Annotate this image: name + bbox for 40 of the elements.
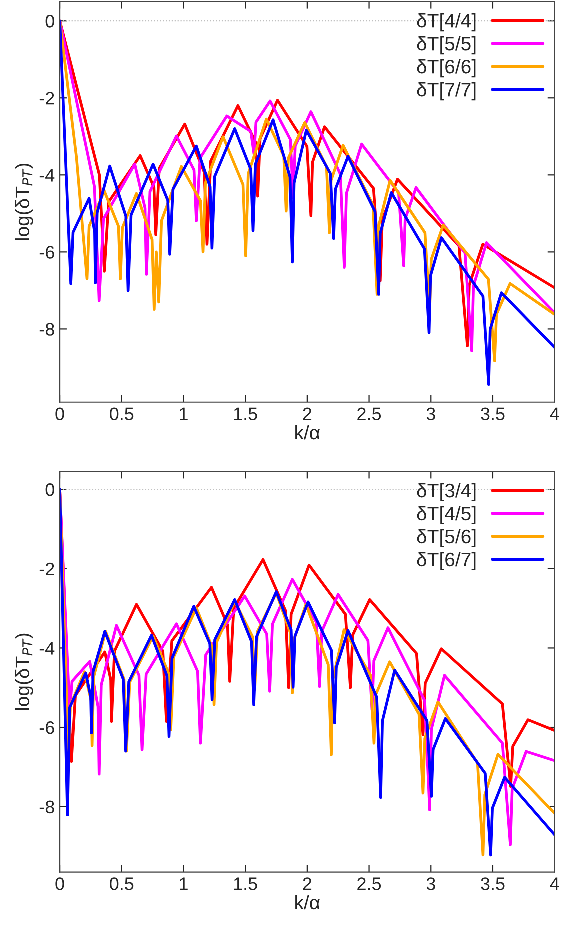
legend-label: δT[7/7] [417, 82, 476, 101]
legend-label: δT[4/5] [417, 506, 476, 525]
x-tick-label: 4 [550, 878, 560, 890]
y-tick-label: -8 [40, 800, 54, 814]
y-axis-title: log(δT$_{PT}$) [15, 634, 34, 710]
y-tick-label: -6 [40, 246, 54, 259]
y-tick-label: -2 [40, 92, 54, 105]
legend-label: δT[6/7] [417, 552, 476, 571]
x-tick-label: 0 [56, 878, 64, 890]
x-tick-label: 2.5 [358, 408, 382, 420]
y-tick-label: -2 [40, 562, 54, 576]
x-tick-label: 1 [180, 878, 188, 890]
y-tick-label: -6 [40, 721, 54, 734]
x-tick-label: 1.5 [234, 408, 258, 420]
x-tick-label: 4 [550, 408, 560, 420]
x-tick-label: 0.5 [110, 878, 134, 890]
legend-label: δT[3/4] [417, 483, 476, 502]
x-tick-label: 2.5 [358, 878, 382, 890]
y-tick-label: 0 [46, 15, 54, 28]
x-tick-label: 3 [426, 408, 436, 420]
x-tick-label: 1 [180, 408, 188, 420]
x-tick-label: 3 [426, 878, 436, 890]
x-tick-label: 2 [303, 408, 312, 420]
y-axis-title: log(δT$_{PT}$) [15, 164, 34, 240]
legend-label: δT[4/4] [417, 14, 476, 32]
x-axis-title: k/α [296, 895, 320, 910]
y-tick-label: 0 [46, 484, 54, 496]
x-tick-label: 3.5 [481, 878, 505, 890]
legend-label: δT[5/5] [417, 36, 476, 55]
x-tick-label: 1.5 [234, 878, 258, 890]
x-tick-label: 0 [56, 408, 64, 420]
x-tick-label: 3.5 [481, 408, 505, 420]
y-tick-label: -4 [40, 169, 55, 182]
legend-label: δT[6/6] [417, 59, 476, 78]
x-tick-label: 2 [303, 878, 312, 890]
x-tick-label: 0.5 [110, 408, 134, 420]
y-tick-label: -8 [40, 323, 54, 336]
y-tick-label: -4 [40, 642, 55, 655]
legend-label: δT[5/6] [417, 529, 476, 548]
x-axis-title: k/α [296, 425, 320, 440]
